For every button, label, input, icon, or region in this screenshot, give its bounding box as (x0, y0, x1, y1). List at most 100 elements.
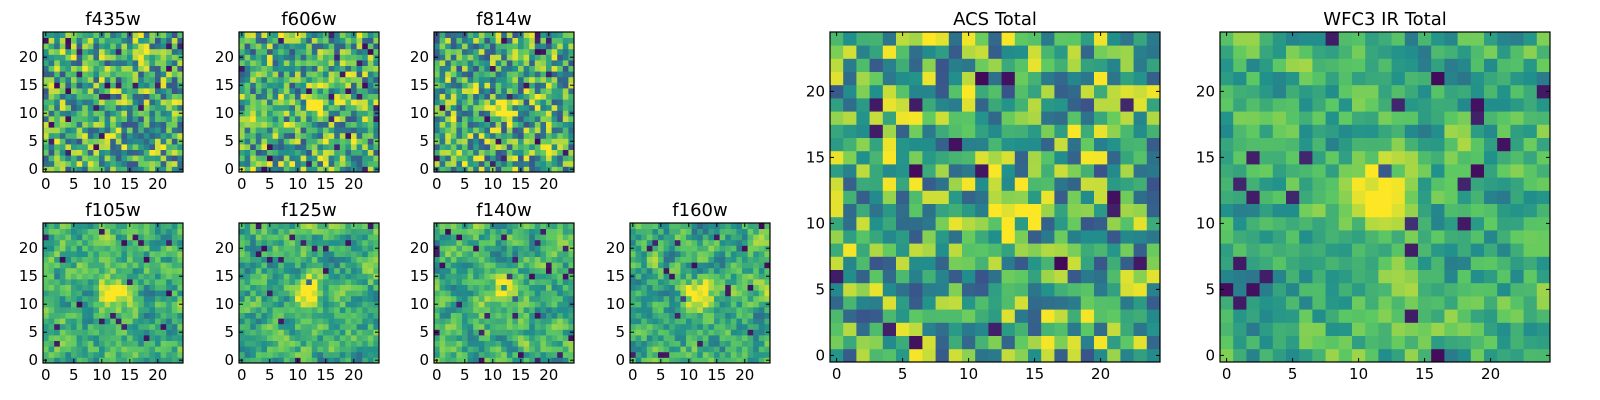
heatmap-cell (434, 104, 440, 111)
heatmap-cell (758, 340, 765, 347)
heatmap-cell (171, 127, 178, 134)
heatmap-cell (758, 290, 765, 297)
heatmap-cell (674, 295, 681, 302)
heatmap-cell (110, 228, 117, 235)
heatmap-cell (115, 340, 122, 347)
heatmap-cell (551, 234, 558, 241)
heatmap-cell (261, 351, 268, 358)
heatmap-cell (267, 121, 273, 128)
heatmap-cell (283, 116, 290, 122)
heatmap-cell (691, 256, 698, 263)
heatmap-cell (646, 307, 653, 313)
heatmap-cell (362, 116, 369, 122)
y-tick-label: 20 (19, 48, 38, 66)
heatmap-cell (160, 357, 167, 364)
heatmap-cell (546, 116, 552, 122)
heatmap-cell (641, 251, 648, 257)
heatmap-cell (518, 256, 524, 263)
heatmap-cell (758, 318, 765, 325)
heatmap-cell (65, 340, 72, 347)
heatmap-cell (110, 340, 117, 347)
heatmap-cell (272, 65, 279, 72)
heatmap-cell (478, 127, 485, 134)
heatmap-cell (300, 239, 307, 246)
heatmap-cell (104, 234, 111, 241)
heatmap-cell (311, 251, 318, 257)
heatmap-cell (658, 312, 664, 319)
heatmap-cell (962, 243, 976, 257)
heatmap-cell (99, 65, 105, 72)
heatmap-cell (674, 329, 681, 336)
heatmap-cell (239, 104, 245, 111)
heatmap-cell (87, 318, 94, 325)
heatmap-cell (255, 346, 262, 353)
heatmap-cell (160, 335, 167, 341)
heatmap-cell (896, 269, 910, 284)
heatmap-cell (99, 110, 105, 117)
heatmap-cell (300, 318, 307, 325)
heatmap-cell (261, 279, 268, 285)
heatmap-cell (104, 251, 111, 257)
heatmap-cell (104, 121, 111, 128)
heatmap-cell (54, 155, 61, 162)
heatmap-cell (630, 234, 636, 241)
heatmap-cell (1014, 256, 1029, 270)
heatmap-cell (641, 262, 648, 269)
heatmap-cell (1107, 309, 1121, 323)
heatmap-cell (456, 88, 463, 94)
heatmap-cell (160, 329, 167, 336)
heatmap-cell (132, 346, 139, 353)
heatmap-cell (306, 76, 313, 83)
heatmap-cell (255, 351, 262, 358)
heatmap-cell (450, 32, 457, 38)
heatmap-cell (166, 357, 173, 364)
heatmap-cell (562, 307, 569, 313)
heatmap-cell (697, 312, 704, 319)
heatmap-cell (478, 60, 485, 66)
heatmap-cell (484, 82, 491, 89)
heatmap-cell (306, 307, 313, 313)
heatmap-cell (356, 301, 363, 308)
heatmap-cell (1094, 243, 1108, 257)
heatmap-cell (272, 228, 279, 235)
heatmap-cell (551, 37, 558, 44)
heatmap-cell (467, 88, 474, 94)
heatmap-cell (323, 160, 329, 167)
heatmap-cell (534, 357, 541, 364)
heatmap-cell (691, 329, 698, 336)
heatmap-cell (467, 323, 474, 330)
heatmap-cell (909, 309, 923, 323)
heatmap-cell (450, 245, 457, 252)
heatmap-cell (323, 262, 329, 269)
heatmap-cell (59, 32, 66, 38)
heatmap-cell (373, 351, 380, 358)
heatmap-cell (132, 48, 139, 55)
heatmap-cell (490, 312, 496, 319)
heatmap-cell (334, 256, 341, 263)
heatmap-cell (988, 296, 1002, 310)
heatmap-cell (506, 228, 513, 235)
heatmap-cell (742, 312, 748, 319)
heatmap-cell (708, 279, 715, 285)
heatmap-cell (702, 284, 709, 291)
heatmap-cell (99, 48, 105, 55)
heatmap-cell (110, 155, 117, 162)
heatmap-cell (534, 121, 541, 128)
heatmap-cell (166, 323, 173, 330)
heatmap-cell (562, 155, 569, 162)
heatmap-cell (467, 155, 474, 162)
heatmap-cell (1001, 282, 1016, 297)
heatmap-cell (110, 223, 117, 229)
heatmap-cell (367, 340, 374, 347)
heatmap-cell (127, 43, 133, 50)
heatmap-cell (267, 160, 273, 167)
heatmap-cell (127, 71, 133, 78)
heatmap-cell (82, 251, 89, 257)
heatmap-cell (652, 267, 659, 274)
heatmap-cell (568, 144, 575, 150)
heatmap-cell (674, 318, 681, 325)
heatmap-cell (345, 37, 352, 44)
heatmap-cell (568, 132, 575, 139)
heatmap-cell (484, 76, 491, 83)
heatmap-cell (160, 93, 167, 100)
